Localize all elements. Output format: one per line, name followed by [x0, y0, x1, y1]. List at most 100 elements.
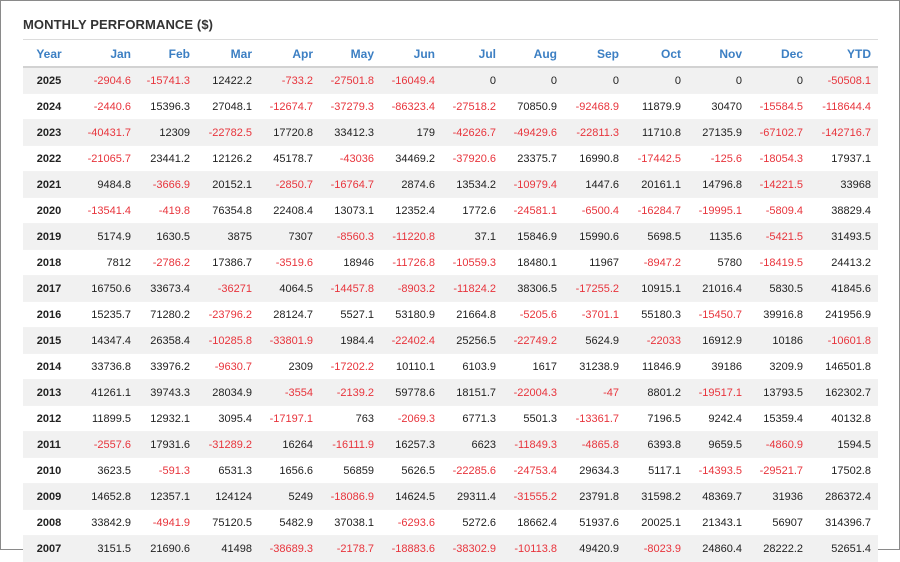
month-value-cell: -9630.7	[197, 353, 259, 380]
month-value-cell: 51937.6	[564, 509, 626, 536]
month-value-cell: -22811.3	[564, 119, 626, 146]
month-value-cell: -24581.1	[503, 197, 564, 224]
month-value-cell: -17255.2	[564, 275, 626, 302]
month-value-cell: -3666.9	[138, 171, 197, 198]
month-value-cell: -3519.6	[259, 249, 320, 276]
month-value-cell: 17720.8	[259, 119, 320, 146]
month-value-cell: 6771.3	[442, 405, 503, 432]
month-value-cell: -2069.3	[381, 405, 442, 432]
table-body: 2025 -2904.6 -15741.3 12422.2 -733.2 -27501.8…	[23, 67, 878, 562]
month-value-cell: 20152.1	[197, 171, 259, 198]
column-header-jan: Jan	[75, 41, 138, 68]
month-value-cell: 12422.2	[197, 67, 259, 94]
month-value-cell: -17197.1	[259, 405, 320, 432]
month-value-cell: -67102.7	[749, 119, 810, 146]
month-value-cell: -19517.1	[688, 379, 749, 406]
month-value-cell: -2440.6	[75, 93, 138, 120]
month-value-cell: 18662.4	[503, 509, 564, 536]
month-value-cell: -5421.5	[749, 223, 810, 250]
month-value-cell: -18419.5	[749, 249, 810, 276]
month-value-cell: -92468.9	[564, 93, 626, 120]
month-value-cell: -3701.1	[564, 301, 626, 328]
monthly-performance-table: Year Jan Feb Mar Apr May Jun Jul Aug Sep Oct Nov Dec…	[23, 41, 878, 562]
year-cell: 2012	[23, 405, 75, 432]
column-header-ytd: YTD	[810, 41, 878, 68]
month-value-cell: 31598.2	[626, 483, 688, 510]
month-value-cell: 179	[381, 119, 442, 146]
month-value-cell: 5272.6	[442, 509, 503, 536]
month-value-cell: -40431.7	[75, 119, 138, 146]
month-value-cell: 37.1	[442, 223, 503, 250]
month-value-cell: 38306.5	[503, 275, 564, 302]
ytd-cell: 17937.1	[810, 145, 878, 172]
month-value-cell: 9242.4	[688, 405, 749, 432]
column-header-aug: Aug	[503, 41, 564, 68]
table-row: 2019 5174.9 1630.5 3875 7307 -8560.3 -11220.8 3…	[23, 223, 878, 250]
month-value-cell: 1984.4	[320, 327, 381, 354]
month-value-cell: 0	[442, 67, 503, 94]
ytd-cell: 52651.4	[810, 535, 878, 562]
month-value-cell: 21343.1	[688, 509, 749, 536]
table-row: 2015 14347.4 26358.4 -10285.8 -33801.9 1984.4…	[23, 327, 878, 354]
ytd-cell: 17502.8	[810, 457, 878, 484]
month-value-cell: -6500.4	[564, 197, 626, 224]
ytd-cell: 41845.6	[810, 275, 878, 302]
month-value-cell: 21016.4	[688, 275, 749, 302]
month-value-cell: 16750.6	[75, 275, 138, 302]
month-value-cell: -17442.5	[626, 145, 688, 172]
month-value-cell: -8560.3	[320, 223, 381, 250]
month-value-cell: -2178.7	[320, 535, 381, 562]
month-value-cell: -10559.3	[442, 249, 503, 276]
month-value-cell: -36271	[197, 275, 259, 302]
month-value-cell: 5501.3	[503, 405, 564, 432]
year-cell: 2021	[23, 171, 75, 198]
month-value-cell: -22004.3	[503, 379, 564, 406]
month-value-cell: 16912.9	[688, 327, 749, 354]
month-value-cell: 17931.6	[138, 431, 197, 458]
ytd-cell: -142716.7	[810, 119, 878, 146]
year-cell: 2019	[23, 223, 75, 250]
year-cell: 2022	[23, 145, 75, 172]
month-value-cell: -22749.2	[503, 327, 564, 354]
month-value-cell: -37279.3	[320, 93, 381, 120]
ytd-cell: 314396.7	[810, 509, 878, 536]
month-value-cell: -24753.4	[503, 457, 564, 484]
month-value-cell: 3095.4	[197, 405, 259, 432]
month-value-cell: 59778.6	[381, 379, 442, 406]
month-value-cell: 14347.4	[75, 327, 138, 354]
table-row: 2023 -40431.7 12309 -22782.5 17720.8 33412.3 1…	[23, 119, 878, 146]
month-value-cell: -43036	[320, 145, 381, 172]
month-value-cell: 27048.1	[197, 93, 259, 120]
column-header-apr: Apr	[259, 41, 320, 68]
month-value-cell: 16990.8	[564, 145, 626, 172]
month-value-cell: 763	[320, 405, 381, 432]
ytd-cell: 31493.5	[810, 223, 878, 250]
month-value-cell: 15359.4	[749, 405, 810, 432]
month-value-cell: -27501.8	[320, 67, 381, 94]
month-value-cell: 1630.5	[138, 223, 197, 250]
column-header-feb: Feb	[138, 41, 197, 68]
month-value-cell: -15584.5	[749, 93, 810, 120]
month-value-cell: -21065.7	[75, 145, 138, 172]
ytd-cell: 146501.8	[810, 353, 878, 380]
month-value-cell: 71280.2	[138, 301, 197, 328]
month-value-cell: -86323.4	[381, 93, 442, 120]
month-value-cell: 26358.4	[138, 327, 197, 354]
month-value-cell: -18054.3	[749, 145, 810, 172]
month-value-cell: 8801.2	[626, 379, 688, 406]
month-value-cell: -49429.6	[503, 119, 564, 146]
month-value-cell: -31555.2	[503, 483, 564, 510]
column-header-year: Year	[23, 41, 75, 68]
month-value-cell: 7196.5	[626, 405, 688, 432]
month-value-cell: -10285.8	[197, 327, 259, 354]
month-value-cell: -15450.7	[688, 301, 749, 328]
ytd-cell: 1594.5	[810, 431, 878, 458]
month-value-cell: -125.6	[688, 145, 749, 172]
month-value-cell: -8023.9	[626, 535, 688, 562]
ytd-cell: 40132.8	[810, 405, 878, 432]
column-header-oct: Oct	[626, 41, 688, 68]
month-value-cell: -16764.7	[320, 171, 381, 198]
month-value-cell: 5117.1	[626, 457, 688, 484]
table-row: 2014 33736.8 33976.2 -9630.7 2309 -17202.2 101…	[23, 353, 878, 380]
